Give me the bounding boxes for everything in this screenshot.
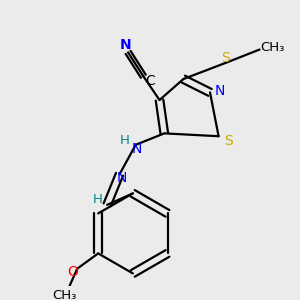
Text: C: C bbox=[145, 74, 155, 88]
Text: O: O bbox=[67, 266, 78, 280]
Text: S: S bbox=[224, 134, 233, 148]
Text: CH₃: CH₃ bbox=[53, 289, 77, 300]
Text: N: N bbox=[214, 83, 225, 98]
Text: N: N bbox=[119, 38, 131, 52]
Text: S: S bbox=[221, 51, 230, 65]
Text: CH₃: CH₃ bbox=[261, 41, 285, 54]
Text: N: N bbox=[131, 142, 142, 156]
Text: N: N bbox=[116, 171, 127, 185]
Text: H: H bbox=[119, 134, 129, 146]
Text: H: H bbox=[93, 193, 103, 206]
